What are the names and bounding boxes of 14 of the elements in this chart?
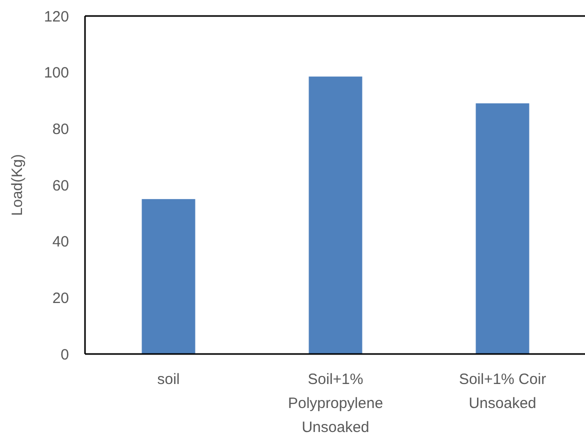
bar [142,199,196,354]
y-tick-label: 80 [52,120,69,138]
x-tick-label: soil [157,371,180,388]
y-tick-label: 60 [52,177,69,194]
x-tick-label: Soil+1% Polypropylene Unsoaked [288,371,384,436]
y-axis-title: Load(Kg) [9,154,26,216]
y-tick-label: 20 [52,290,69,307]
y-tick-label: 0 [60,346,69,364]
bar [476,103,530,354]
x-tick-label: Soil+1% Coir Unsoaked [458,371,546,412]
bar [308,76,362,354]
y-tick-label: 100 [44,64,69,82]
y-tick-label: 40 [52,234,69,251]
y-tick-label: 120 [44,8,69,26]
